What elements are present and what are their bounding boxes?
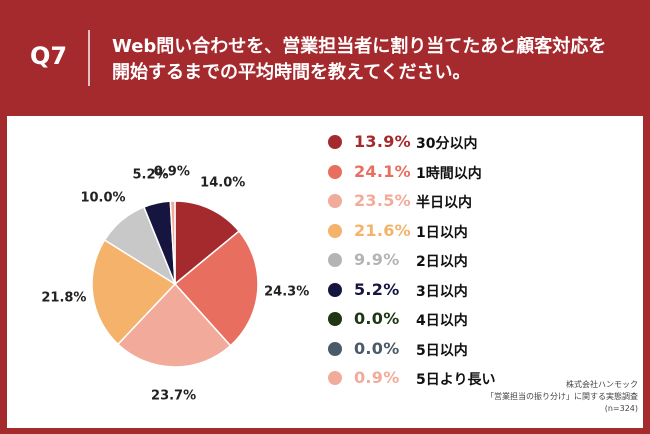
legend-percentage: 21.6% [354,220,412,240]
chart-panel: 14.0% 24.3% 23.7% 21.8% 10.0% 5.2% 0.9% [7,116,643,428]
legend-item: 24.1% 1時間以内 [328,161,558,185]
pie-slice-4 [91,239,177,346]
legend-swatch [328,135,342,149]
legend-label: 1日以内 [416,224,468,241]
question-line-2: 開始するまでの平均時間を教えてください。 [112,62,471,83]
header-divider [88,30,90,86]
pie-chart [91,200,259,368]
question-number: Q7 [30,42,68,70]
legend-label: 半日以内 [416,195,472,211]
source-sample-size: (n=324) [604,404,638,413]
pie-slice-label-3: 23.7% [151,388,197,404]
legend-label: 3日以内 [416,283,468,300]
source-note: 株式会社ハンモック 「営業担当の振り分け」に関する実態調査 (n=324) [486,379,638,415]
legend-swatch [328,223,342,238]
pie-slice-7 [169,200,176,285]
legend-label: 5日以内 [416,342,468,359]
legend-item: 0.0% 5日以内 [328,338,558,362]
legend-item: 21.6% 1日以内 [328,220,558,244]
pie-slice-label-7: 0.9% [153,164,190,180]
source-company: 株式会社ハンモック [566,380,638,389]
pie-slice-label-1: 14.0% [200,175,246,191]
legend-percentage: 5.2% [354,279,400,299]
legend-swatch [328,194,342,208]
legend-item: 0.9% 5日より長い [328,367,558,391]
legend-percentage: 9.9% [354,250,400,269]
header: Q7 Web問い合わせを、営業担当者に割り当てたあと顧客対応を 開始するまでの平… [0,0,650,112]
legend-swatch [328,282,342,297]
legend-swatch [328,312,342,326]
legend-label: 1時間以内 [416,165,482,182]
legend-label: 5日より長い [416,372,496,388]
legend-percentage: 13.9% [354,132,412,151]
pie-slice-2 [173,230,259,347]
legend-item: 5.2% 3日以内 [328,279,558,303]
question-line-1: Web問い合わせを、営業担当者に割り当てたあと顧客対応を [112,36,607,57]
pie-slice-label-6: 5.2% [132,167,169,183]
legend-item: 0.0% 4日以内 [328,308,558,332]
legend-swatch [328,341,342,356]
pie-slice-label-2: 24.3% [264,284,310,300]
legend-item: 13.9% 30分以内 [328,131,558,155]
legend-percentage: 0.0% [354,309,400,328]
legend-swatch [328,164,342,179]
legend-item: 9.9% 2日以内 [328,249,558,273]
source-survey: 「営業担当の振り分け」に関する実態調査 [486,392,638,401]
pie-slice-1 [174,200,241,286]
legend-swatch [328,371,342,385]
pie-slice-label-4: 21.8% [41,290,87,306]
legend-label: 2日以内 [416,254,468,270]
legend-percentage: 24.1% [354,161,412,181]
legend-percentage: 0.9% [354,368,400,387]
pie-slice-3 [116,282,232,368]
legend-label: 4日以内 [416,313,468,329]
legend-item: 23.5% 半日以内 [328,190,558,214]
pie-slice-label-5: 10.0% [80,190,126,206]
question-text: Web問い合わせを、営業担当者に割り当てたあと顧客対応を 開始するまでの平均時間… [112,34,632,86]
legend-swatch [328,253,342,267]
legend-percentage: 0.0% [354,338,400,358]
legend-percentage: 23.5% [354,191,412,210]
legend-label: 30分以内 [416,136,478,152]
